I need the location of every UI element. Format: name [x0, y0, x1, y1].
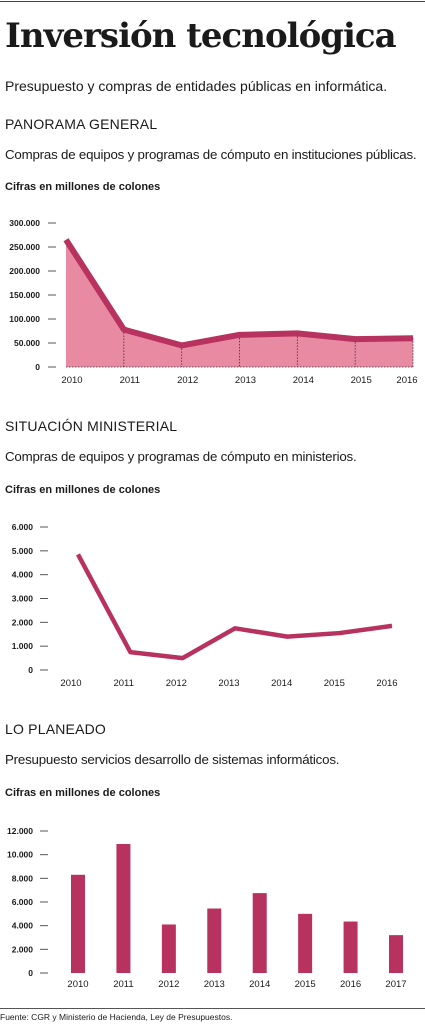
x-tick-label: 2013 [235, 375, 256, 386]
top-rule [0, 1, 425, 2]
y-tick-label: 2.000 [12, 944, 34, 954]
source-note: Fuente: CGR y Ministerio de Hacienda, Le… [0, 1012, 233, 1022]
y-tick-label: 0 [28, 968, 33, 978]
x-tick-label: 2016 [340, 979, 361, 990]
bar [207, 908, 222, 973]
x-tick-label: 2014 [271, 678, 292, 689]
x-tick-label: 2016 [376, 678, 397, 689]
section-title-ministerial: SITUACIÓN MINISTERIAL [5, 418, 178, 434]
units-label-planeado: Cifras en millones de colones [5, 787, 161, 799]
bar [116, 844, 131, 973]
section-title-planeado: LO PLANEADO [5, 721, 107, 737]
x-tick-label: 2010 [61, 375, 82, 386]
y-tick-label: 0 [28, 665, 33, 675]
bar [298, 913, 313, 973]
y-tick-label: 4.000 [12, 921, 34, 931]
section-description-ministerial: Compras de equipos y programas de cómput… [5, 449, 357, 464]
y-tick-label: 6.000 [12, 522, 34, 532]
x-tick-label: 2015 [351, 375, 372, 386]
y-tick-label: 12.000 [7, 826, 33, 836]
x-tick-label: 2013 [204, 979, 225, 990]
y-tick-label: 300.000 [9, 218, 40, 228]
y-tick-label: 5.000 [12, 546, 34, 556]
y-tick-label: 3.000 [12, 594, 34, 604]
x-tick-label: 2011 [113, 678, 133, 689]
area-chart-panorama: 0 50.000 100.000 150.000 200.000 250.000 300.0… [9, 218, 417, 386]
y-tick-label: 200.000 [9, 266, 40, 276]
section-description-planeado: Presupuesto servicios desarrollo de sist… [5, 752, 340, 767]
y-tick-label: 6.000 [12, 897, 34, 907]
x-tick-label: 2014 [249, 979, 270, 990]
x-tick-label: 2012 [177, 375, 198, 386]
y-tick-label: 1.000 [12, 641, 34, 651]
x-tick-label: 2016 [396, 375, 417, 386]
y-tick-label: 250.000 [9, 242, 40, 252]
x-tick-label: 2010 [60, 678, 81, 689]
y-tick-label: 8.000 [12, 873, 34, 883]
bar [252, 893, 267, 973]
bar [389, 935, 403, 973]
units-label-ministerial: Cifras en millones de colones [5, 484, 161, 496]
bar [161, 924, 176, 973]
page-subtitle: Presupuesto y compras de entidades públi… [5, 78, 388, 94]
section-description-panorama: Compras de equipos y programas de cómput… [5, 147, 417, 162]
bottom-rule [0, 1008, 425, 1009]
x-tick-label: 2013 [218, 678, 239, 689]
x-tick-label: 2015 [324, 678, 345, 689]
y-tick-label: 100.000 [9, 314, 40, 324]
y-tick-label: 2.000 [12, 617, 34, 627]
x-tick-label: 2012 [158, 979, 179, 990]
y-tick-label: 10.000 [7, 850, 33, 860]
y-tick-label: 4.000 [12, 570, 34, 580]
y-tick-label: 150.000 [9, 290, 40, 300]
x-tick-label: 2014 [293, 375, 314, 386]
units-label-panorama: Cifras en millones de colones [5, 181, 161, 193]
x-tick-label: 2011 [113, 979, 133, 990]
y-tick-label: 0 [35, 362, 40, 372]
line-chart-ministerial: 0 1.000 2.000 3.000 4.000 5.000 6.000 2010 2011 2… [12, 522, 398, 689]
x-tick-label: 2017 [385, 979, 406, 990]
y-tick-label: 50.000 [14, 338, 40, 348]
bar [343, 921, 358, 973]
x-tick-label: 2015 [295, 979, 316, 990]
x-tick-label: 2011 [120, 375, 140, 386]
section-title-panorama: PANORAMA GENERAL [5, 116, 158, 132]
bar [71, 874, 85, 973]
x-tick-label: 2012 [166, 678, 187, 689]
page-title: Inversión tecnológica [5, 16, 397, 56]
bar-chart-planeado: 0 2.000 4.000 6.000 8.000 10.000 12.000 2010 201… [7, 826, 407, 990]
x-tick-label: 2010 [67, 979, 88, 990]
